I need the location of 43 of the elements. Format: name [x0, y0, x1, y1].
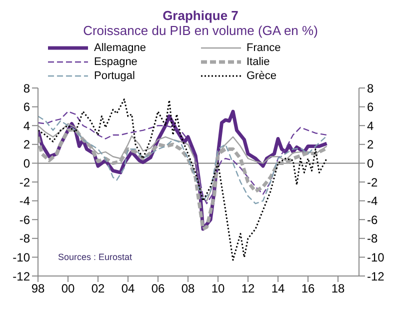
legend-label: Espagne	[94, 56, 138, 68]
legend-label: Italie	[246, 56, 270, 68]
x-tick-label: 02	[91, 282, 105, 296]
chart-title: Graphique 7	[162, 8, 240, 23]
x-tick-label: 98	[31, 282, 45, 296]
line-series	[38, 98, 328, 261]
y2-tick-label: -10	[367, 250, 385, 264]
legend-label: Portugal	[94, 70, 135, 82]
y2-tick-label: -2	[367, 175, 378, 190]
x-tick-label: 08	[181, 282, 195, 296]
chart-subtitle: Croissance du PIB en volume (GA en %)	[82, 23, 319, 38]
legend-label: Allemagne	[94, 42, 146, 54]
y2-tick-label: 2	[367, 138, 374, 152]
x-tick-label: 06	[151, 282, 165, 296]
y2-tick-label: -8	[367, 232, 378, 246]
y-tick-label: -8	[19, 232, 30, 246]
y-tick-label: 4	[23, 118, 30, 133]
x-tick-label: 14	[271, 282, 285, 296]
x-tick-label: 18	[331, 282, 345, 296]
y-tick-label: -10	[12, 250, 30, 264]
y2-tick-label: -4	[367, 194, 378, 208]
legend-label: Grèce	[246, 70, 276, 82]
y-tick-label: 6	[23, 100, 30, 114]
y2-tick-label: -6	[367, 212, 378, 227]
x-tick-label: 12	[241, 282, 255, 296]
y2-tick-label: 6	[367, 100, 374, 114]
y-tick-label: -12	[12, 269, 30, 284]
x-tick-label: 04	[121, 282, 135, 296]
annotation: Sources : Eurostat	[58, 252, 132, 262]
y-tick-label: 0	[23, 156, 30, 170]
x-tick-label: 16	[301, 282, 315, 296]
y2-tick-label: 4	[367, 118, 374, 133]
y-tick-label: 8	[23, 81, 30, 96]
legend-label: France	[246, 42, 281, 54]
y-tick-label: -4	[19, 194, 30, 208]
y2-tick-label: 8	[367, 81, 374, 96]
y-tick-label: -2	[19, 175, 30, 190]
y2-tick-label: -12	[367, 269, 385, 284]
x-tick-label: 00	[61, 282, 75, 296]
x-tick-label: 10	[211, 282, 225, 296]
y2-tick-label: 0	[367, 156, 374, 170]
y-tick-label: -6	[19, 212, 30, 227]
y-tick-label: 2	[23, 138, 30, 152]
